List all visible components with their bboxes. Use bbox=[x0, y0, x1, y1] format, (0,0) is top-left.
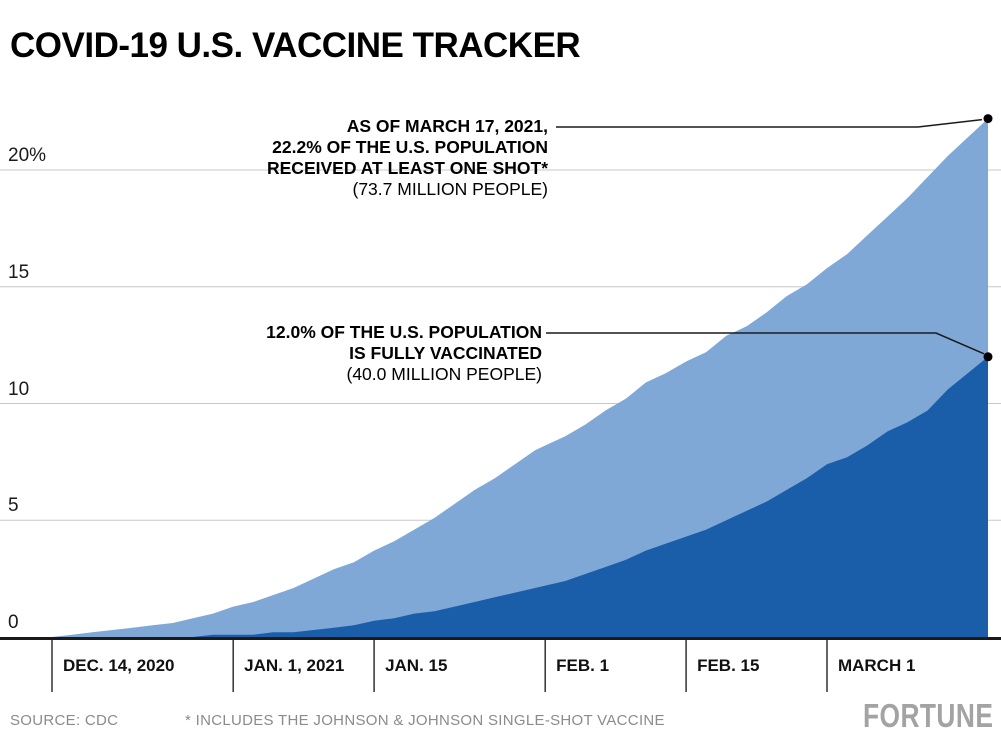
footnote: * INCLUDES THE JOHNSON & JOHNSON SINGLE-… bbox=[185, 712, 665, 729]
annotation-fully-line2: IS FULLY VACCINATED bbox=[349, 343, 542, 363]
y-axis-label-15: 15 bbox=[8, 261, 30, 283]
annotation-fully-vaccinated: 12.0% OF THE U.S. POPULATION IS FULLY VA… bbox=[266, 322, 542, 385]
annotation-fully-sub: (40.0 MILLION PEOPLE) bbox=[346, 364, 543, 384]
connector-fully-vaccinated bbox=[546, 332, 985, 355]
connector-one-dose bbox=[556, 118, 983, 128]
annotation-one-dose-line3: RECEIVED AT LEAST ONE SHOT* bbox=[267, 158, 548, 178]
area-one-dose bbox=[52, 118, 988, 638]
annotation-fully-line1: 12.0% OF THE U.S. POPULATION bbox=[266, 322, 542, 342]
y-axis-label-0: 0 bbox=[8, 612, 19, 633]
annotation-one-dose-line1: AS OF MARCH 17, 2021, bbox=[346, 116, 548, 136]
x-axis-label-63: FEB. 15 bbox=[697, 656, 760, 675]
x-axis-label-77: MARCH 1 bbox=[837, 656, 916, 675]
annotation-one-dose: AS OF MARCH 17, 2021, 22.2% OF THE U.S. … bbox=[267, 116, 548, 200]
source-credit: SOURCE: CDC bbox=[10, 712, 119, 729]
dot-one-dose-endpoint bbox=[983, 114, 993, 124]
area-fully-vaccinated bbox=[52, 356, 988, 637]
x-axis-label-49: FEB. 1 bbox=[556, 656, 610, 675]
page-title: COVID-19 U.S. VACCINE TRACKER bbox=[10, 26, 581, 65]
annotation-one-dose-sub: (73.7 MILLION PEOPLE) bbox=[352, 179, 549, 199]
x-axis-label-0: DEC. 14, 2020 bbox=[63, 656, 175, 675]
dot-fully-vaccinated-endpoint bbox=[983, 352, 993, 362]
y-axis-label-5: 5 bbox=[8, 495, 19, 517]
y-axis-label-10: 10 bbox=[8, 378, 30, 400]
x-axis-label-18: JAN. 1, 2021 bbox=[244, 656, 345, 675]
y-axis-label-20: 20% bbox=[8, 145, 47, 166]
annotation-one-dose-line2: 22.2% OF THE U.S. POPULATION bbox=[272, 137, 548, 157]
fortune-logo: FORTUNE bbox=[862, 696, 993, 735]
x-axis-label-32: JAN. 15 bbox=[385, 656, 448, 675]
